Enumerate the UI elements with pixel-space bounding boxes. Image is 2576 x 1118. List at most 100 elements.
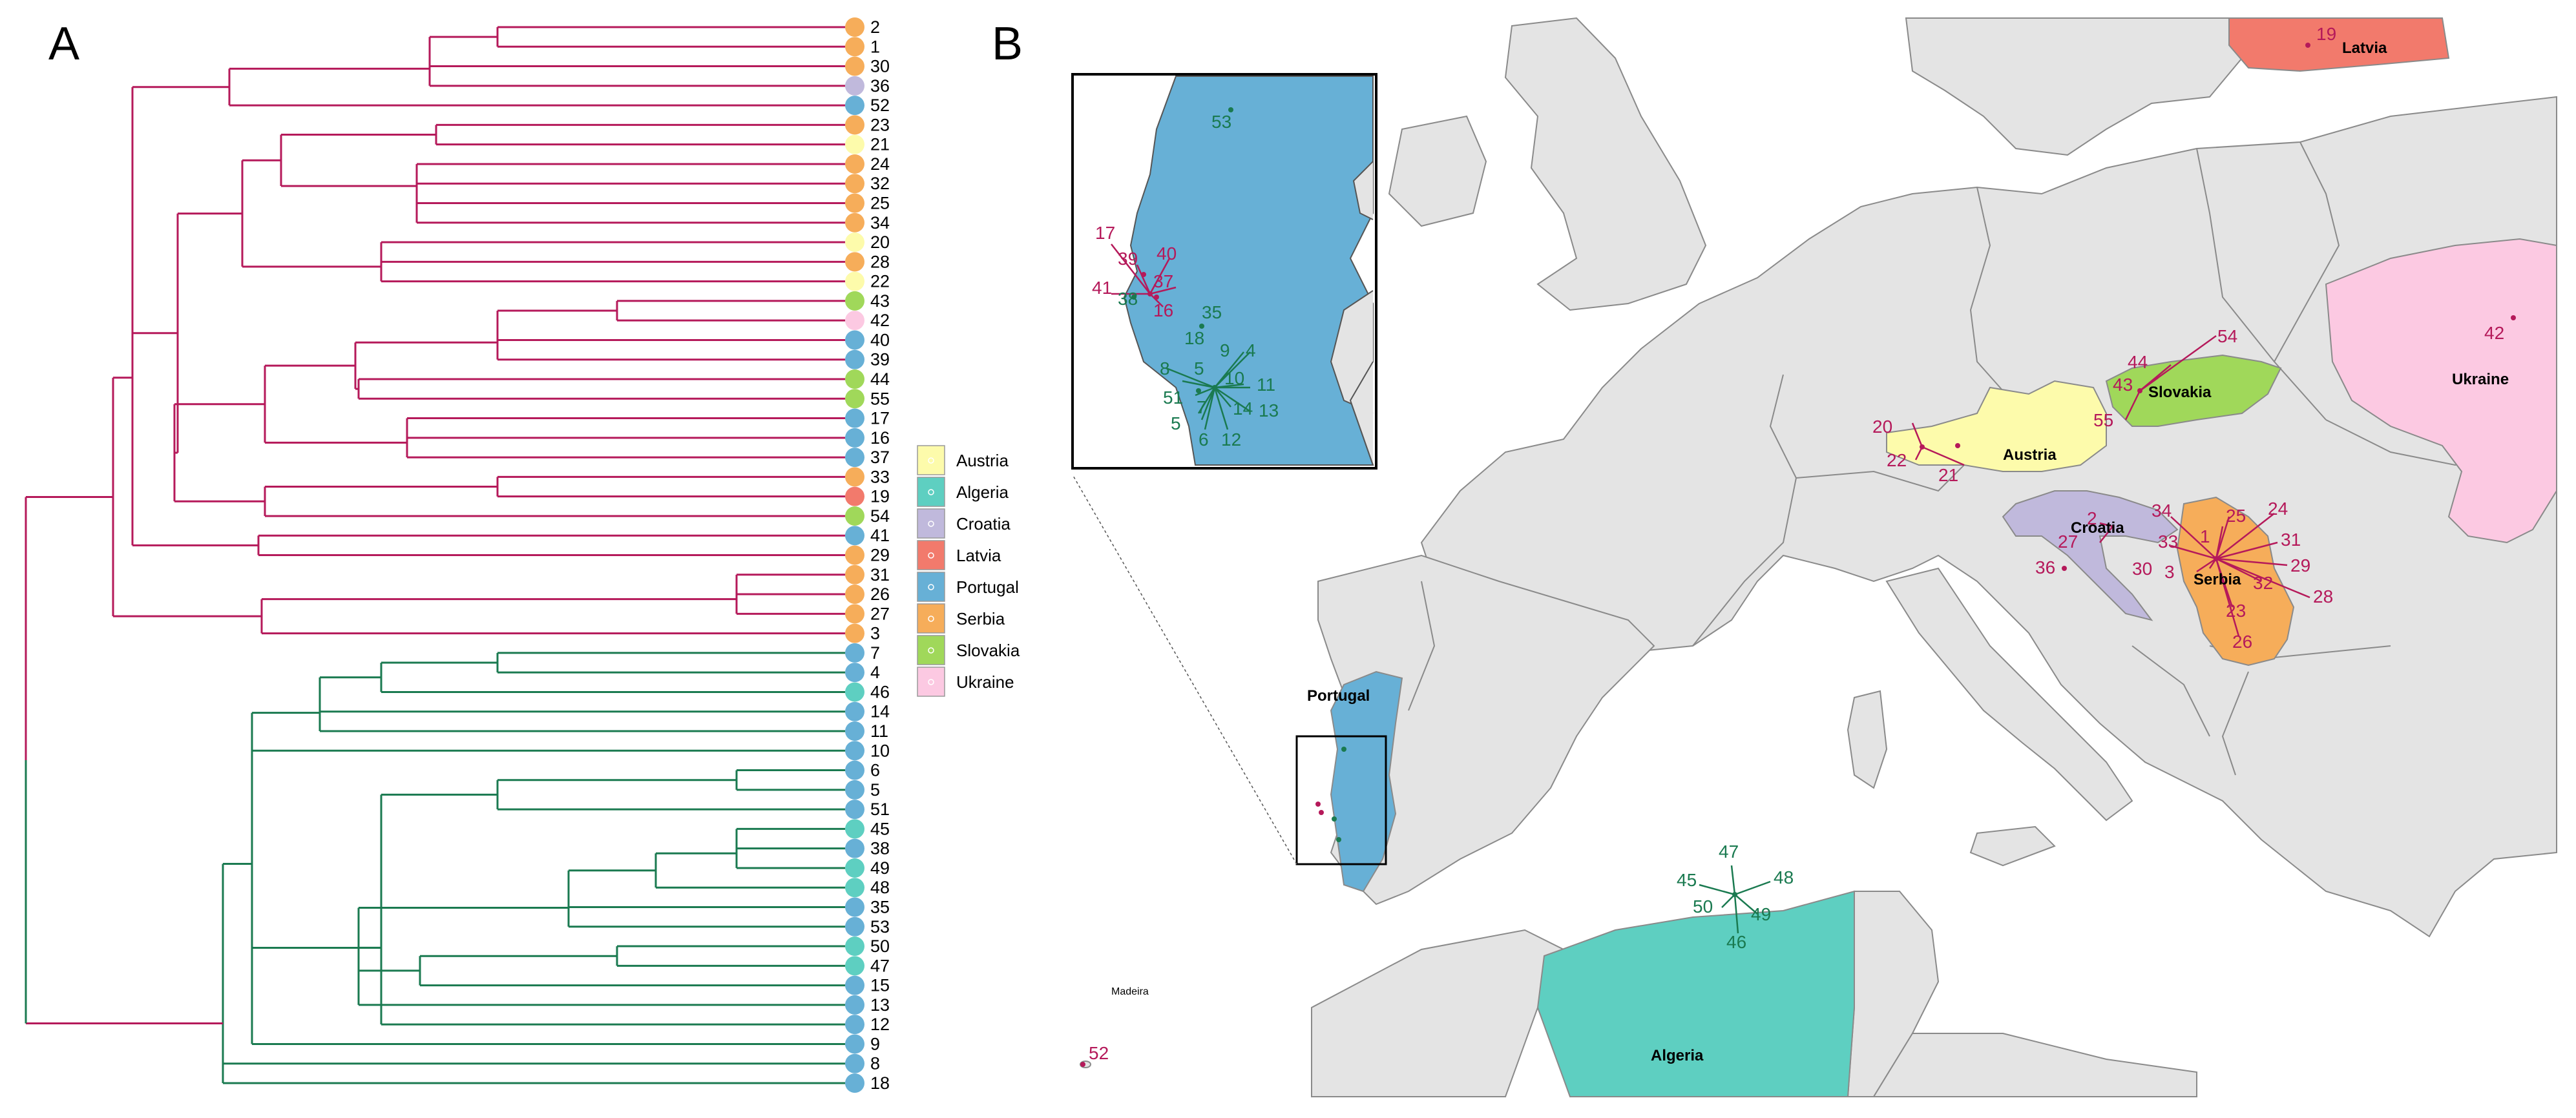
tree-tip-marker [845,819,864,839]
tree-tip-marker [845,408,864,428]
map-sample-number: 19 [2316,24,2336,44]
map-network-line [1734,894,1758,915]
tree-tip-marker [845,252,864,272]
tree-tip-marker [845,956,864,976]
inset-panel [1071,73,1377,470]
tree-tip-marker [845,1073,864,1093]
tree-tip-label: 2 [870,17,880,37]
map-sample-point [1131,295,1136,300]
tree-tip-label: 34 [870,213,890,233]
country-serbia [2176,496,2295,667]
tree-tip-marker [845,838,864,858]
tree-tip-marker [845,76,864,96]
map-network-line [2215,526,2224,559]
map-sample-point [1336,837,1341,842]
legend-label: Latvia [956,546,1001,565]
map-sample-point [1341,747,1346,752]
tree-tip-marker [845,291,864,311]
country-label-latvia: Latvia [2342,39,2387,57]
inset-locator-box [1295,735,1387,865]
tree-tip-marker [845,271,864,291]
tree-tip-label: 54 [870,506,890,526]
tree-tip-marker [845,975,864,995]
country-label-ukraine: Ukraine [2452,371,2509,388]
map-sample-point [1080,1062,1085,1067]
map-sample-point [2511,315,2516,320]
tree-tip-marker [845,154,864,174]
map-sample-point [1228,107,1233,112]
map-sample-number: 40 [1157,243,1177,264]
map-network-line [1204,387,1216,430]
land-ireland [1388,115,1487,227]
map-sample-number: 46 [1726,932,1746,952]
tree-tip-marker [845,467,864,487]
tree-tip-label: 22 [870,272,890,291]
map-sample-point [1319,810,1324,815]
tree-tip-marker [845,311,864,331]
map-network-line [2215,541,2278,560]
map-network-line [1200,387,1216,420]
map-network-line [1922,446,1965,466]
map-sample-number: 5 [1171,413,1181,433]
map-network-line [1182,380,1215,389]
legend-label: Algeria [956,482,1009,502]
map-sample-number: 3 [2164,562,2175,582]
map-network-line [2099,522,2113,528]
map-sample-number: 33 [2158,532,2178,552]
map-network-line [2215,557,2288,566]
map-network-line [1195,386,1215,397]
country-portugal [1330,670,1403,893]
map-sample-point [2062,566,2067,571]
land-great-britain [1504,17,1707,311]
map-network-line [2170,544,2217,560]
map-network-line [1699,884,1735,896]
map-sample-number: 50 [1693,896,1713,916]
tree-tip-label: 53 [870,917,890,937]
tree-tip-marker [845,134,864,154]
tree-tip-marker [845,604,864,624]
tree-tip-marker [845,564,864,585]
country-croatia [2002,490,2179,621]
legend-swatch [917,635,945,665]
tree-tip-marker [845,1015,864,1035]
inset-connector-line [1072,474,1297,865]
country-label-portugal: Portugal [1307,687,1370,705]
tree-tip-marker [845,800,864,820]
legend-swatch [917,572,945,602]
map-sample-number: 45 [1677,870,1697,890]
map-sample-number: 43 [2113,375,2133,395]
tree-tip-label: 33 [870,467,890,486]
country-ukraine [2325,238,2557,544]
tree-tip-marker [845,995,864,1015]
tree-tip-marker [845,448,864,468]
legend-label: Ukraine [956,672,1014,692]
map-sample-point [2137,388,2142,393]
map-sample-point [1212,385,1217,390]
tree-tips: 2130365223212432253420282243424039445517… [845,17,890,1093]
map-sample-number: 10 [1224,368,1244,388]
tree-tip-marker [845,545,864,565]
country-label-algeria: Algeria [1651,1047,1704,1064]
map-sample-point [1732,892,1737,897]
country-algeria [1536,890,1855,1097]
map-sample-point [1147,291,1153,296]
map-sample-number: 8 [1160,358,1170,378]
legend-swatch-dot [928,584,934,590]
tree-tip-marker [845,663,864,683]
tree-tip-marker [845,623,864,643]
map-sample-number: 52 [1089,1043,1109,1063]
country-latvia [2228,17,2450,72]
map-sample-point [1199,324,1204,329]
panel-a-label: A [48,18,79,70]
map-sample-number: 54 [2217,326,2237,346]
map-network-line [1197,387,1216,414]
map-sample-point [1315,802,1321,807]
tree-tip-marker [845,701,864,721]
map-sample-number: 22 [1887,450,1907,470]
tree-tip-label: 28 [870,252,890,271]
europe-map: Latvia Ukraine Slovakia Austria Croatia Serbi… [1071,17,2557,1097]
map-sample-number: 23 [2226,601,2246,621]
tree-tip-marker [845,428,864,448]
map-sample-number: 20 [1872,417,1892,437]
map-network-line [1149,286,1177,295]
